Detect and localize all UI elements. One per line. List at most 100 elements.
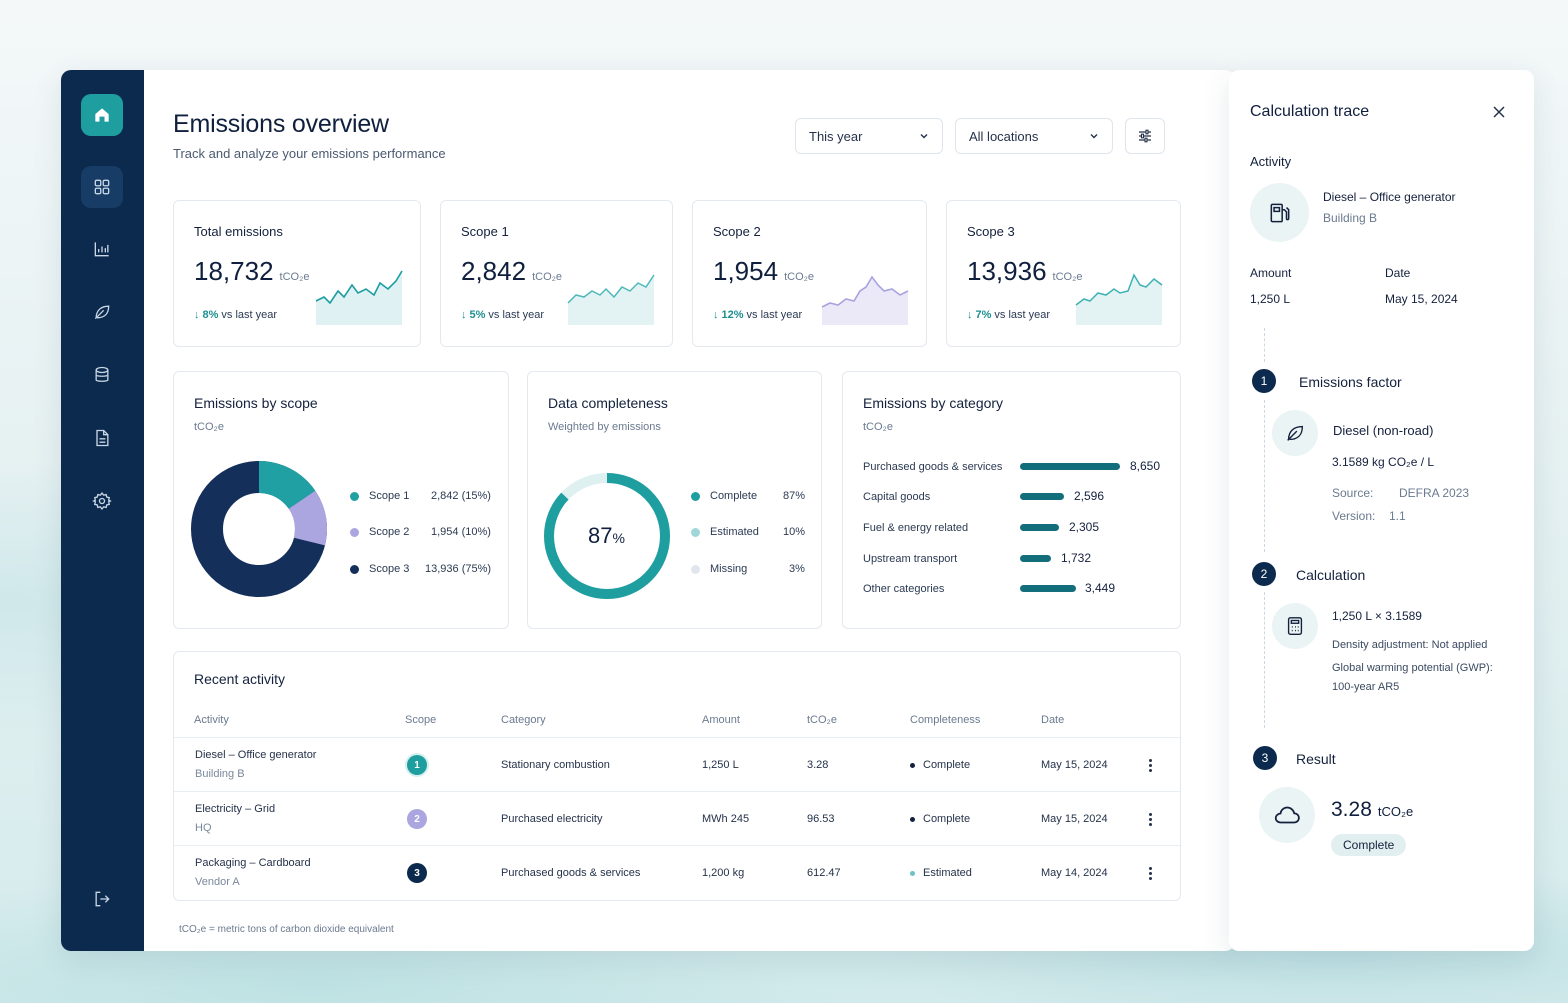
activity-location: Building B xyxy=(195,768,245,780)
period-select[interactable]: This year xyxy=(795,118,943,154)
category-bar xyxy=(1020,463,1120,470)
kpi-delta: ↓ 12% vs last year xyxy=(713,309,803,321)
timeline-connector xyxy=(1264,400,1265,552)
kpi-title: Total emissions xyxy=(194,224,283,239)
activity-category: Purchased goods & services xyxy=(501,867,641,879)
amount-label: Amount xyxy=(1250,266,1292,280)
activity-date: May 15, 2024 xyxy=(1041,759,1108,771)
calculation-trace-panel: Calculation trace Activity Diesel – Offi… xyxy=(1229,70,1534,951)
activity-name: Diesel – Office generator xyxy=(195,749,317,761)
period-select-value: This year xyxy=(809,128,863,144)
trace-activity-name: Diesel – Office generator xyxy=(1323,190,1456,204)
close-icon[interactable] xyxy=(1491,104,1507,120)
trace-activity-location: Building B xyxy=(1323,211,1378,225)
logout-icon xyxy=(95,891,110,907)
category-value: 1,732 xyxy=(1061,551,1092,565)
ring-complete xyxy=(544,473,670,599)
dashboard-icon xyxy=(94,179,110,195)
legend-complete: Complete 87% xyxy=(691,490,805,502)
column-header: Completeness xyxy=(910,714,981,726)
filter-button[interactable] xyxy=(1125,118,1165,154)
emissions-by-scope-card: Emissions by scope tCO₂e Scope 1 2,842 (1… xyxy=(173,371,509,629)
source-label: Source: xyxy=(1332,486,1374,500)
sidebar-item-settings[interactable] xyxy=(81,480,123,522)
section-title: Recent activity xyxy=(194,671,286,687)
divider xyxy=(174,845,1180,846)
version-value: 1.1 xyxy=(1389,509,1406,523)
panel-title: Calculation trace xyxy=(1250,103,1370,120)
leaf-icon xyxy=(1287,425,1304,441)
status-badge: Complete xyxy=(910,813,970,825)
column-header: Activity xyxy=(194,714,229,726)
legend-scope1: Scope 1 2,842 (15%) xyxy=(350,490,491,502)
activity-amount: MWh 245 xyxy=(702,813,750,825)
sidebar-item-reports[interactable] xyxy=(81,417,123,459)
activity-location: HQ xyxy=(195,822,212,834)
gwp-value: 100-year AR5 xyxy=(1332,681,1400,693)
location-select[interactable]: All locations xyxy=(955,118,1113,154)
section-title: Emissions by category xyxy=(863,395,1004,411)
row-menu-button[interactable] xyxy=(1143,810,1157,828)
kpi-card-total[interactable]: Total emissions 18,732 tCO₂e ↓ 8% vs last y… xyxy=(173,200,421,347)
home-button[interactable] xyxy=(81,94,123,136)
sidebar-item-sustainability[interactable] xyxy=(81,291,123,333)
kpi-delta: ↓ 7% vs last year xyxy=(967,309,1051,321)
section-unit: tCO₂e xyxy=(194,421,224,433)
fuel-pump-icon xyxy=(1270,203,1289,222)
divider xyxy=(174,791,1180,792)
category-bar xyxy=(1020,555,1051,562)
sidebar-item-data[interactable] xyxy=(81,354,123,396)
row-menu-button[interactable] xyxy=(1143,756,1157,774)
app-window: Emissions overview Track and analyze you… xyxy=(61,70,1235,951)
category-label: Capital goods xyxy=(863,491,931,503)
home-icon xyxy=(95,108,109,122)
row-menu-button[interactable] xyxy=(1143,864,1157,882)
calculation-formula: 1,250 L × 3.1589 xyxy=(1332,609,1422,623)
kpi-title: Scope 2 xyxy=(713,224,761,239)
chevron-down-icon xyxy=(1090,134,1098,139)
step-number: 2 xyxy=(1252,562,1276,586)
legend-missing: Missing 3% xyxy=(691,563,805,575)
sparkline-scope2 xyxy=(821,275,909,325)
location-select-value: All locations xyxy=(969,128,1039,144)
document-icon xyxy=(96,429,109,447)
status-badge: Estimated xyxy=(910,867,972,879)
completeness-value: 87% xyxy=(588,523,625,548)
step-title: Result xyxy=(1296,751,1336,767)
cloud-icon xyxy=(1274,806,1300,824)
donut-slice-scope1 xyxy=(259,461,316,509)
section-title: Data completeness xyxy=(548,395,668,411)
sidebar-item-analytics[interactable] xyxy=(81,228,123,270)
category-label: Fuel & energy related xyxy=(863,522,969,534)
activity-amount: 1,250 L xyxy=(702,759,739,771)
kpi-card-scope2[interactable]: Scope 2 1,954 tCO₂e ↓ 12% vs last year xyxy=(692,200,927,347)
chevron-down-icon xyxy=(920,134,928,139)
page-subtitle: Track and analyze your emissions perform… xyxy=(173,146,446,161)
step-number: 1 xyxy=(1252,369,1276,393)
category-bar xyxy=(1020,585,1076,592)
legend-estimated: Estimated 10% xyxy=(691,526,805,538)
factor-name: Diesel (non-road) xyxy=(1333,423,1434,438)
activity-tco2e: 96.53 xyxy=(807,813,835,825)
kpi-card-scope1[interactable]: Scope 1 2,842 tCO₂e ↓ 5% vs last year xyxy=(440,200,673,347)
source-value: DEFRA 2023 xyxy=(1399,486,1470,500)
kpi-title: Scope 3 xyxy=(967,224,1015,239)
scope-badge: 1 xyxy=(407,755,427,775)
step-title: Calculation xyxy=(1296,567,1366,583)
divider xyxy=(174,737,1180,738)
arrow-down-icon: ↓ xyxy=(461,309,467,321)
main-content: Emissions overview Track and analyze you… xyxy=(144,70,1235,951)
column-header: Category xyxy=(501,714,546,726)
sidebar-item-dashboard[interactable] xyxy=(81,166,123,208)
section-unit: tCO₂e xyxy=(863,421,893,433)
legend-scope2: Scope 2 1,954 (10%) xyxy=(350,526,491,538)
section-subtitle: Weighted by emissions xyxy=(548,421,661,433)
logout-button[interactable] xyxy=(81,878,123,920)
activity-category: Stationary combustion xyxy=(501,759,610,771)
footnote: tCO₂e = metric tons of carbon dioxide eq… xyxy=(179,924,394,935)
date-value: May 15, 2024 xyxy=(1385,292,1458,306)
kpi-value: 2,842 tCO₂e xyxy=(461,256,563,286)
activity-date: May 15, 2024 xyxy=(1041,813,1108,825)
result-status-badge: Complete xyxy=(1331,834,1407,856)
kpi-card-scope3[interactable]: Scope 3 13,936 tCO₂e ↓ 7% vs last year xyxy=(946,200,1181,347)
